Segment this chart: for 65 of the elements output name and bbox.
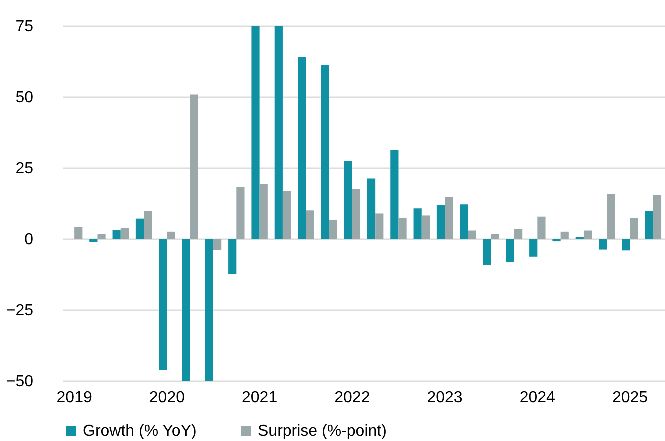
bar — [282, 191, 292, 239]
legend-label: Growth (% YoY) — [83, 423, 197, 440]
bar — [630, 218, 638, 239]
bar — [182, 239, 190, 381]
bar — [530, 239, 538, 257]
bar — [483, 239, 492, 266]
bar — [344, 161, 352, 239]
x-tick-label: 2022 — [334, 390, 370, 406]
x-tick-label: 2021 — [242, 390, 278, 406]
bar — [112, 230, 121, 239]
bar — [329, 220, 338, 239]
y-tick-label: −25 — [6, 302, 34, 320]
bar — [228, 239, 237, 274]
y-tick-label: 75 — [16, 18, 34, 36]
x-tick-label: 2024 — [520, 390, 556, 406]
bar — [460, 204, 468, 239]
bar — [376, 214, 384, 239]
bar — [205, 239, 214, 381]
bar — [445, 197, 454, 239]
bar — [274, 26, 283, 239]
y-tick-label: 25 — [16, 160, 34, 178]
bar — [414, 208, 422, 239]
bar — [214, 239, 222, 250]
bar — [321, 65, 330, 239]
legend-label: Surprise (%-point) — [258, 423, 387, 440]
bar — [306, 210, 314, 239]
bar — [236, 187, 245, 239]
bar — [367, 178, 376, 239]
x-tick-label: 2025 — [612, 390, 648, 406]
bar — [159, 239, 168, 370]
bar — [468, 230, 476, 239]
bar — [190, 94, 198, 239]
x-tick-label: 2019 — [56, 390, 92, 406]
bar — [260, 184, 268, 239]
bar — [538, 216, 546, 239]
y-tick-label: 50 — [16, 90, 34, 106]
bar — [584, 230, 592, 239]
bar — [390, 150, 399, 239]
bar — [436, 205, 446, 239]
bar — [352, 189, 361, 239]
bar — [90, 239, 98, 242]
bar — [622, 239, 630, 251]
bar — [144, 211, 152, 239]
bar — [136, 218, 144, 239]
bar — [645, 211, 654, 239]
bar — [599, 239, 608, 250]
bar — [98, 234, 106, 239]
x-tick-label: 2020 — [149, 390, 186, 406]
bar — [74, 227, 83, 239]
bar — [398, 218, 407, 239]
bar — [653, 195, 662, 239]
bar — [167, 232, 176, 239]
y-tick-label: −50 — [6, 374, 34, 390]
bar — [514, 229, 523, 239]
bar — [422, 216, 430, 239]
bar — [120, 228, 129, 239]
bar — [552, 239, 561, 242]
bar — [607, 194, 616, 239]
bar — [506, 239, 514, 262]
bar — [298, 56, 306, 239]
x-tick-label: 2023 — [427, 390, 463, 406]
bar — [491, 234, 500, 239]
y-tick-label: 0 — [24, 232, 34, 248]
bar — [252, 26, 260, 239]
bar — [560, 232, 569, 239]
